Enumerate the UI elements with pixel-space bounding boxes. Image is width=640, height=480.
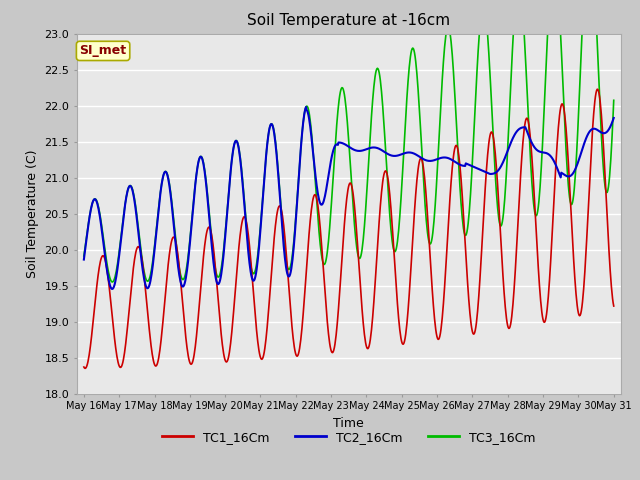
Y-axis label: Soil Temperature (C): Soil Temperature (C) [26,149,39,278]
Legend: TC1_16Cm, TC2_16Cm, TC3_16Cm: TC1_16Cm, TC2_16Cm, TC3_16Cm [157,426,540,448]
Text: SI_met: SI_met [79,44,127,58]
Title: Soil Temperature at -16cm: Soil Temperature at -16cm [247,13,451,28]
X-axis label: Time: Time [333,417,364,430]
